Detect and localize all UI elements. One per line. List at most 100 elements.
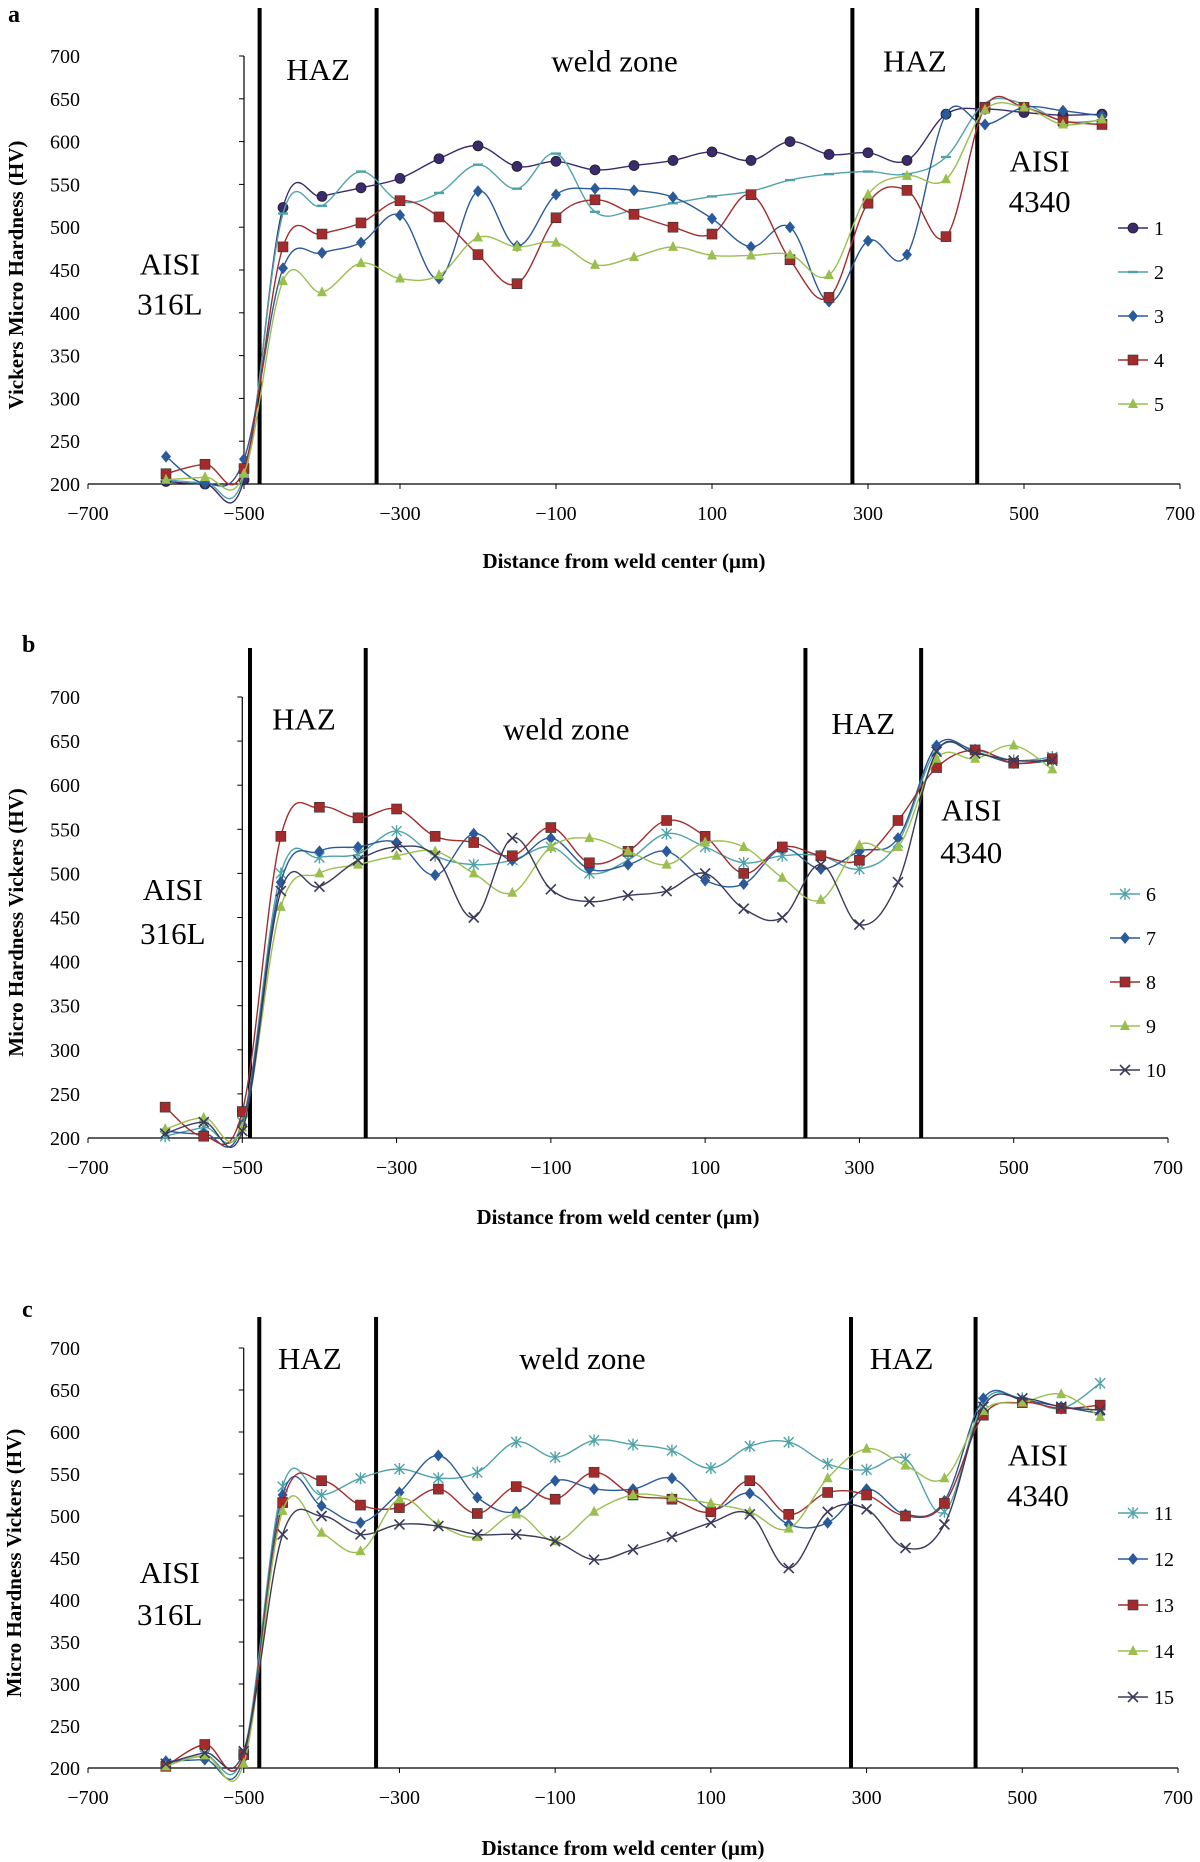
data-point — [901, 185, 913, 196]
data-point — [584, 857, 595, 869]
data-point — [551, 188, 561, 201]
data-point — [316, 228, 328, 240]
y-tick-label: 450 — [50, 908, 80, 930]
data-point — [661, 845, 672, 858]
data-point — [472, 249, 484, 260]
zone-label: HAZ — [272, 702, 336, 737]
data-point — [471, 1508, 483, 1519]
data-point — [938, 1518, 950, 1530]
data-point — [433, 1483, 444, 1495]
data-point — [395, 209, 405, 222]
data-point — [468, 827, 479, 840]
data-point — [356, 257, 366, 268]
legend-marker — [1120, 1020, 1130, 1030]
data-point — [744, 1508, 756, 1520]
data-point — [473, 185, 483, 198]
x-tick-label: 700 — [1153, 1157, 1183, 1179]
panel-c: c 200 250 300 350 400 450 500 550 600 650 700 −700 −5… — [2, 1297, 1193, 1860]
series-line-13 — [165, 1401, 1101, 1772]
data-point — [472, 140, 484, 152]
data-point — [355, 217, 367, 229]
data-point — [550, 212, 562, 224]
data-point — [1058, 118, 1068, 129]
data-point — [861, 1489, 872, 1501]
panel-b: b 200 250 300 350 400 450 500 550 600 650 700 −700 −5… — [4, 632, 1183, 1229]
data-point — [316, 190, 328, 202]
data-point — [355, 1472, 366, 1485]
y-tick-label: 650 — [50, 731, 80, 753]
data-point — [316, 1510, 328, 1522]
y-tick-label: 350 — [50, 1632, 80, 1654]
y-tick-label: 300 — [50, 388, 80, 410]
data-point — [394, 1486, 405, 1499]
y-tick-label: 500 — [50, 863, 80, 885]
data-point — [198, 1130, 210, 1142]
legend-label: 9 — [1146, 1016, 1156, 1038]
x-tick-label: 100 — [690, 1157, 720, 1179]
y-tick-label: 700 — [50, 687, 80, 709]
data-point — [629, 251, 639, 262]
data-point — [661, 815, 672, 826]
y-tick-label: 700 — [50, 1338, 80, 1360]
data-point — [278, 275, 288, 286]
y-tick-label: 450 — [50, 1548, 80, 1570]
data-point — [199, 459, 211, 470]
data-point — [391, 849, 402, 860]
data-point — [861, 1463, 873, 1476]
data-point — [510, 1436, 522, 1449]
data-point — [861, 1442, 872, 1453]
data-point — [238, 1757, 249, 1768]
y-tick-label: 450 — [50, 260, 80, 282]
x-tick-label: 500 — [1009, 503, 1039, 525]
zone-label: HAZ — [870, 1341, 934, 1376]
zone-label: AISI — [1008, 1438, 1068, 1473]
data-point — [776, 911, 788, 924]
legend-marker — [1119, 1064, 1131, 1076]
data-point — [1047, 763, 1058, 774]
panel-a: a 200 250 300 350 400 450 500 550 600 650 700 −700 −5… — [4, 2, 1195, 573]
panel-letter: b — [22, 632, 35, 658]
data-point — [545, 840, 556, 851]
data-point — [978, 1392, 989, 1405]
data-point — [700, 836, 711, 847]
legend-marker — [1127, 1599, 1139, 1611]
data-point — [316, 1489, 328, 1501]
data-point — [589, 194, 601, 206]
data-point — [783, 1509, 795, 1520]
data-point — [352, 812, 364, 824]
data-point — [861, 1503, 873, 1515]
y-tick-label: 650 — [50, 1380, 80, 1402]
panel-letter: a — [8, 2, 20, 28]
data-point — [705, 1517, 717, 1529]
data-point — [355, 182, 367, 194]
data-point — [278, 262, 288, 275]
zone-label: AISI — [140, 1555, 200, 1590]
data-point — [471, 1528, 483, 1541]
data-point — [275, 900, 286, 911]
data-point — [745, 155, 757, 166]
data-point — [275, 831, 287, 842]
x-tick-label: −700 — [67, 503, 108, 525]
y-tick-label: 550 — [50, 1464, 80, 1486]
data-point — [783, 1436, 795, 1449]
data-point — [1017, 1396, 1028, 1407]
data-point — [429, 850, 441, 862]
x-tick-label: −100 — [535, 503, 576, 525]
x-axis-title: Distance from weld center (µm) — [476, 1205, 759, 1229]
data-point — [429, 831, 441, 842]
data-point — [589, 1505, 600, 1516]
data-point — [744, 1487, 755, 1500]
data-point — [394, 195, 406, 206]
zone-label: HAZ — [831, 706, 895, 741]
data-point — [277, 1528, 289, 1541]
legend-label: 7 — [1146, 928, 1156, 950]
data-point — [892, 815, 904, 826]
legend-label: 3 — [1154, 306, 1164, 328]
legend-label: 10 — [1146, 1060, 1166, 1082]
x-tick-label: −700 — [67, 1157, 108, 1179]
data-point — [507, 886, 518, 897]
y-tick-label: 700 — [50, 46, 80, 68]
data-point — [589, 164, 601, 176]
data-point — [314, 867, 325, 878]
data-point — [353, 858, 363, 869]
